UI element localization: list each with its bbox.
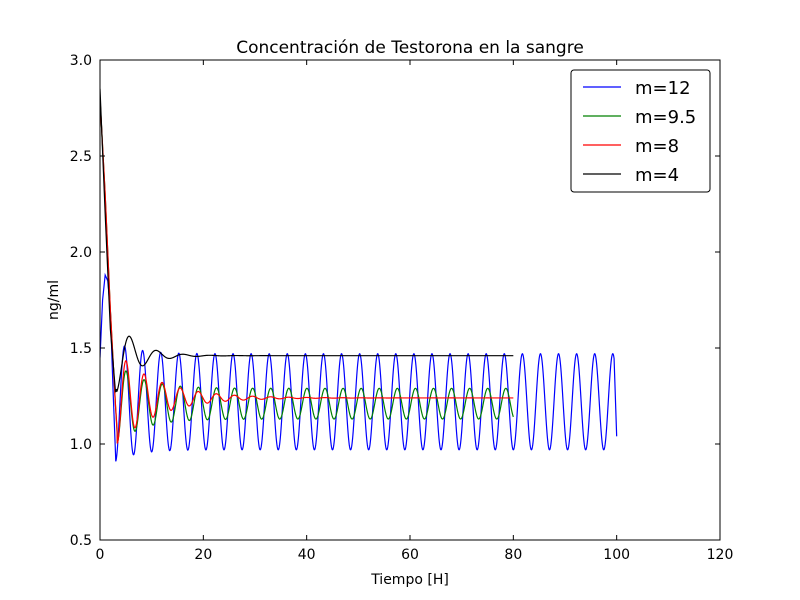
x-tick-label: 120 <box>707 547 734 563</box>
legend-label: m=4 <box>635 165 679 186</box>
legend-label: m=9.5 <box>635 107 696 128</box>
legend-label: m=8 <box>635 136 679 157</box>
series-line-m-4 <box>100 88 514 393</box>
x-tick-label: 60 <box>401 547 419 563</box>
series-line-m-9-5 <box>100 98 514 444</box>
series-line-m-8 <box>100 98 514 444</box>
legend-box <box>570 69 711 193</box>
x-tick-label: 40 <box>298 547 316 563</box>
x-tick-label: 0 <box>96 547 105 563</box>
legend: m=12 m=9.5 m=8 m=4 <box>570 69 711 193</box>
x-tick-label: 100 <box>603 547 630 563</box>
chart-title: Concentración de Testorona en la sangre <box>236 38 584 58</box>
plot-area <box>100 88 618 462</box>
y-tick-label: 3.0 <box>70 53 92 69</box>
x-tick-label: 20 <box>194 547 212 563</box>
series-line-m-12 <box>100 272 618 462</box>
x-tick-label: 80 <box>504 547 522 563</box>
y-tick-label: 1.5 <box>70 341 92 357</box>
x-axis-title: Tiempo [H] <box>370 572 449 588</box>
y-tick-label: 2.0 <box>70 245 92 261</box>
legend-label: m=12 <box>635 78 691 99</box>
y-tick-label: 1.0 <box>70 437 92 453</box>
y-tick-label: 2.5 <box>70 149 92 165</box>
y-tick-label: 0.5 <box>70 533 92 549</box>
axis-ticks: 0 20 40 60 80 100 120 0.5 1.0 1.5 2.0 2.5 3.0 <box>70 53 734 563</box>
y-axis-title: ng/ml <box>46 280 62 320</box>
